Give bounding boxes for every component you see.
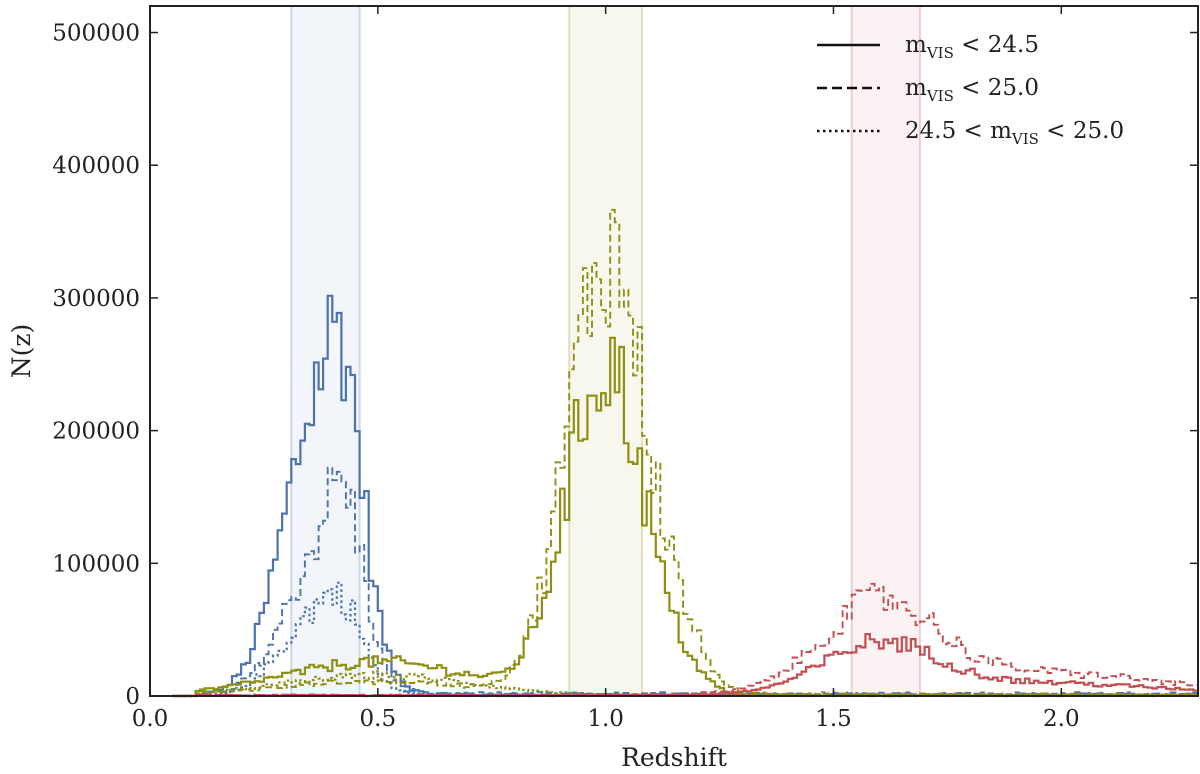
x-tick-label: 0.0 xyxy=(132,706,169,732)
legend-entry-solid: mVIS < 24.5 xyxy=(817,32,1039,62)
legend-label-sub: VIS xyxy=(926,87,954,105)
redshift-bands xyxy=(290,6,922,696)
legend-label-sub: VIS xyxy=(1011,130,1039,148)
legend-label-main: m xyxy=(905,75,927,101)
y-tick-label: 400000 xyxy=(52,153,140,179)
y-tick-label: 500000 xyxy=(52,21,140,47)
legend-label-solid: mVIS < 24.5 xyxy=(905,32,1039,62)
x-tick-label: 1.0 xyxy=(587,706,624,732)
legend-label-main: m xyxy=(905,32,927,58)
legend-label-dotted: 24.5 < mVIS < 25.0 xyxy=(905,118,1124,148)
legend-label-rest: < 25.0 xyxy=(954,75,1039,101)
axis-ticks: 0.0 0.5 1.0 1.5 2.0 0 100000 200000 300000 400000… xyxy=(52,6,1198,732)
legend-entry-dotted: 24.5 < mVIS < 25.0 xyxy=(817,118,1124,148)
legend-label-rest: < 24.5 xyxy=(954,32,1039,58)
y-tick-label: 100000 xyxy=(52,551,140,577)
legend-label-sub: VIS xyxy=(926,44,954,62)
legend-label-main: 24.5 < m xyxy=(905,118,1012,144)
plot-frame xyxy=(149,5,1199,697)
band-fill-0 xyxy=(291,6,360,696)
histogram-olive-dashed xyxy=(172,208,1198,697)
y-tick-label: 200000 xyxy=(52,419,140,445)
legend-label-dashed: mVIS < 25.0 xyxy=(905,75,1039,105)
x-axis-label: Redshift xyxy=(621,743,727,772)
x-tick-label: 1.5 xyxy=(815,706,852,732)
legend: mVIS < 24.5 mVIS < 25.0 24.5 < mVIS < 25… xyxy=(817,32,1124,148)
legend-label-rest: < 25.0 xyxy=(1039,118,1124,144)
legend-entry-dashed: mVIS < 25.0 xyxy=(817,75,1039,105)
y-axis-label: N(z) xyxy=(7,324,36,379)
x-tick-label: 0.5 xyxy=(360,706,397,732)
x-tick-label: 2.0 xyxy=(1043,706,1080,732)
y-tick-label: 300000 xyxy=(52,286,140,312)
band-fill-1 xyxy=(569,6,643,696)
y-tick-label: 0 xyxy=(125,684,140,710)
band-fill-2 xyxy=(851,6,921,696)
